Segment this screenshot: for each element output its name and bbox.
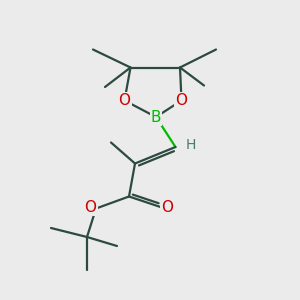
Text: O: O (161, 200, 173, 214)
Text: O: O (176, 93, 188, 108)
Text: O: O (161, 200, 173, 214)
Text: O: O (118, 93, 130, 108)
Text: H: H (186, 138, 196, 152)
Text: O: O (85, 200, 97, 214)
Text: B: B (151, 110, 161, 124)
Text: O: O (85, 200, 97, 214)
Text: H: H (186, 138, 196, 152)
